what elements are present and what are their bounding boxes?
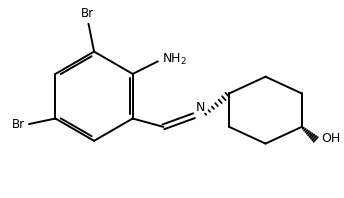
Text: Br: Br — [80, 7, 94, 20]
Text: Br: Br — [12, 118, 25, 131]
Text: OH: OH — [321, 131, 341, 145]
Text: NH$_2$: NH$_2$ — [162, 52, 187, 67]
Text: N: N — [196, 101, 205, 114]
